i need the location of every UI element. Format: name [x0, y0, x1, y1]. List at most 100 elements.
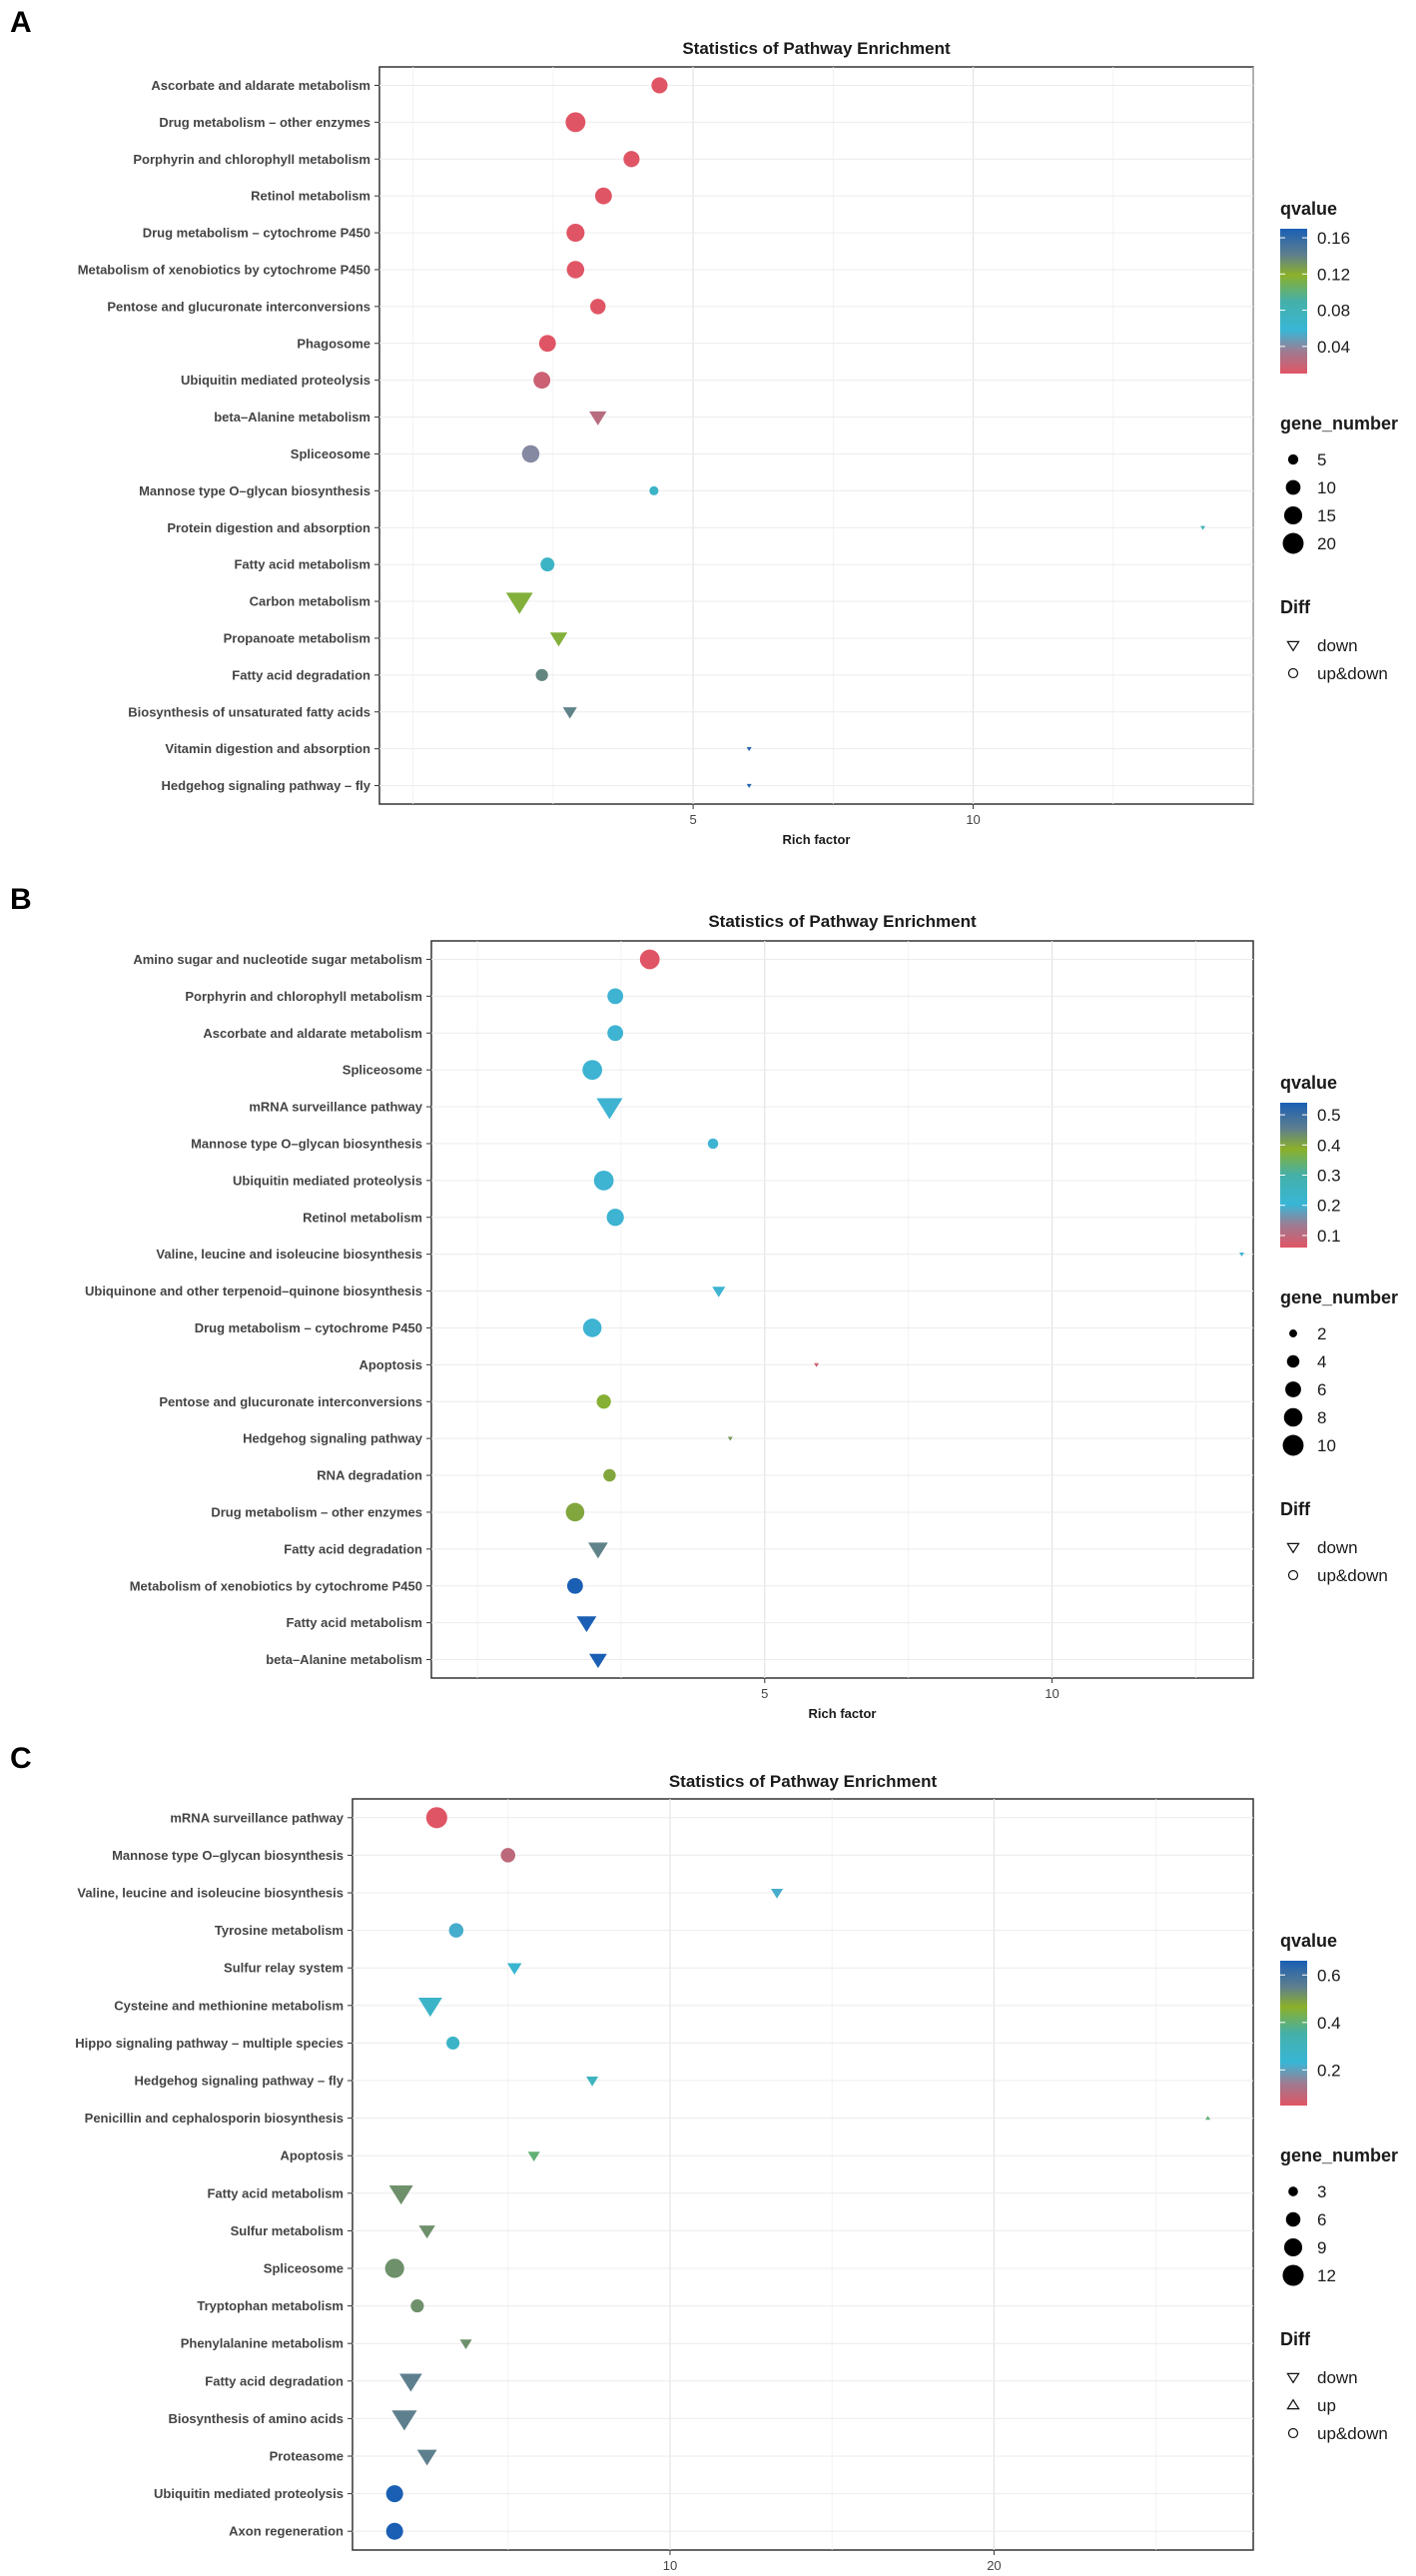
data-point [505, 592, 533, 614]
data-point [712, 1287, 726, 1297]
y-tick-label: Valine, leucine and isoleucine biosynthe… [156, 1247, 422, 1262]
x-axis-title: Rich factor [783, 832, 851, 847]
data-point [727, 1436, 733, 1441]
shape-key [1287, 2427, 1299, 2439]
color-legend-title: qvalue [1280, 199, 1337, 219]
y-tick-label: Amino sugar and nucleotide sugar metabol… [133, 952, 422, 967]
size-key [1285, 2211, 1301, 2227]
data-point [603, 1468, 616, 1482]
data-point [565, 1502, 585, 1522]
data-point [607, 988, 624, 1005]
gridlines [379, 67, 1254, 804]
x-tick-label: 5 [689, 812, 696, 827]
y-tick-label: Fatty acid degradation [284, 1541, 422, 1556]
y-tick-label: Apoptosis [358, 1357, 422, 1372]
y-tick-label: Protein digestion and absorption [167, 520, 370, 535]
colorbar-label: 0.08 [1317, 302, 1350, 321]
x-tick-label: 10 [966, 812, 980, 827]
data-point [540, 557, 555, 572]
data-point [593, 1170, 614, 1191]
size-legend-label: 5 [1317, 450, 1326, 469]
shape-key [1286, 2372, 1300, 2384]
data-point [746, 747, 752, 752]
data-point [527, 2151, 540, 2161]
y-tick-label: Sulfur metabolism [231, 2223, 344, 2238]
size-key [1287, 453, 1299, 465]
y-tick-label: Ubiquitin mediated proteolysis [154, 2486, 344, 2501]
data-point [459, 2339, 472, 2349]
data-point [1200, 525, 1206, 530]
gridlines [431, 941, 1253, 1678]
data-point [594, 187, 612, 205]
y-tick-label: Biosynthesis of amino acids [168, 2411, 344, 2426]
y-tick-label: Metabolism of xenobiotics by cytochrome … [130, 1578, 422, 1593]
data-point [399, 2373, 422, 2392]
panel-b: B Statistics of Pathway Enrichment Amino s… [10, 883, 1398, 1721]
data-point [814, 1362, 820, 1367]
size-legend-label: 12 [1317, 2266, 1336, 2285]
data-point [448, 1923, 464, 1938]
size-legend-label: 15 [1317, 506, 1336, 525]
size-legend-label: 3 [1317, 2182, 1326, 2201]
size-legend-label: 10 [1317, 1436, 1336, 1455]
data-point [588, 1542, 608, 1559]
y-tick-label: mRNA surveillance pathway [249, 1100, 422, 1115]
y-tick-label: Cysteine and methionine metabolism [114, 1998, 344, 2013]
y-tick-label: RNA degradation [317, 1468, 422, 1483]
y-tick-label: Hedgehog signaling pathway – fly [135, 2074, 345, 2089]
data-point [521, 444, 540, 463]
data-point [535, 668, 548, 681]
size-key [1283, 1407, 1303, 1427]
size-legend-title: gene_number [1280, 2146, 1398, 2165]
size-key [1282, 532, 1304, 554]
y-tick-label: Drug metabolism – cytochrome P450 [143, 226, 370, 241]
size-legend-label: 8 [1317, 1408, 1326, 1427]
shape-key [1287, 1569, 1299, 1581]
color-legend-title: qvalue [1280, 1931, 1337, 1951]
y-tick-label: Vitamin digestion and absorption [165, 741, 370, 756]
data-point [565, 112, 586, 133]
y-tick-label: Axon regeneration [229, 2524, 344, 2539]
shape-legend-title: Diff [1280, 597, 1311, 617]
y-tick-label: Valine, leucine and isoleucine biosynthe… [77, 1886, 344, 1901]
panel-c: C Statistics of Pathway Enrichment mRNA su… [10, 1742, 1398, 2573]
data-point [566, 261, 585, 279]
shape-legend-label: up&down [1317, 1566, 1388, 1585]
data-point [384, 2258, 404, 2278]
colorbar-label: 0.4 [1317, 1136, 1341, 1155]
data-point [607, 1025, 624, 1042]
data-point [651, 77, 668, 94]
y-tick-label: Phenylalanine metabolism [181, 2336, 344, 2351]
colorbar-label: 0.6 [1317, 1966, 1341, 1985]
size-legend-label: 4 [1317, 1352, 1326, 1371]
y-tick-label: Ubiquinone and other terpenoid–quinone b… [85, 1284, 422, 1298]
y-tick-label: Biosynthesis of unsaturated fatty acids [128, 704, 370, 719]
data-point [417, 1998, 442, 2018]
y-tick-label: Penicillin and cephalosporin biosynthesi… [85, 2111, 344, 2126]
x-tick-label: 10 [1045, 1686, 1059, 1701]
colorbar-label: 0.5 [1317, 1106, 1341, 1125]
data-point [416, 2449, 437, 2466]
data-point [770, 1889, 784, 1899]
y-tick-label: Carbon metabolism [250, 594, 370, 609]
data-point [582, 1060, 603, 1081]
shape-legend-label: up&down [1317, 664, 1388, 683]
y-tick-label: Hedgehog signaling pathway [243, 1431, 423, 1446]
panel-a: A Statistics of Pathway Enrichment Ascorba… [10, 6, 1398, 847]
legend: qvalue 0.5 0.4 0.3 0.2 0.1 gene_number 2 4 6 8 10 Di… [1280, 1073, 1398, 1585]
data-point [538, 335, 556, 353]
data-point [446, 2036, 460, 2050]
panel-letter: C [10, 1742, 32, 1775]
data-point [500, 1848, 516, 1863]
size-legend-label: 6 [1317, 2210, 1326, 2229]
plot-area [378, 66, 1254, 805]
x-axis-title: Rich factor [809, 1706, 877, 1721]
data-point [549, 632, 568, 647]
panel-letter: B [10, 883, 32, 916]
y-tick-label: Ubiquitin mediated proteolysis [233, 1173, 422, 1188]
y-tick-label: Porphyrin and chlorophyll metabolism [133, 152, 370, 167]
colorbar-label: 0.12 [1317, 265, 1350, 284]
y-tick-label: Porphyrin and chlorophyll metabolism [185, 989, 422, 1004]
y-tick-label: Sulfur relay system [224, 1961, 344, 1976]
